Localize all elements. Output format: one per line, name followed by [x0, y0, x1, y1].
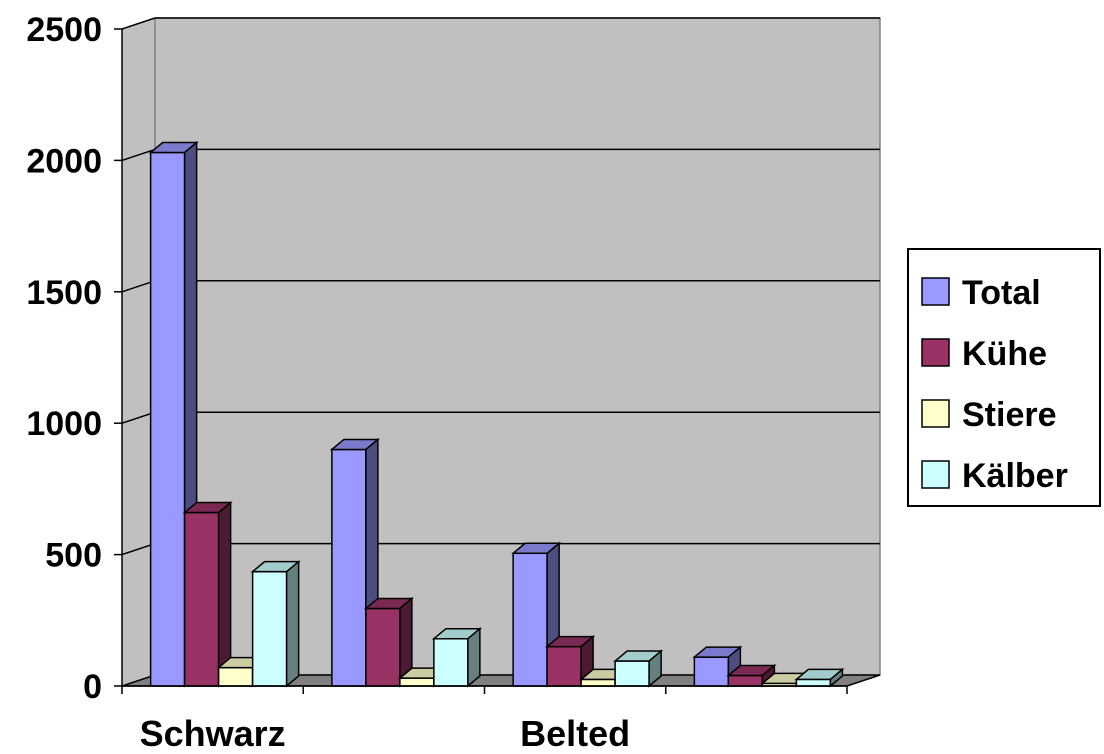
- legend-swatch: [921, 399, 950, 428]
- x-tick-label: Schwarz: [140, 713, 286, 754]
- gridline-side: [121, 17, 156, 30]
- plot-background: [122, 18, 880, 686]
- y-tick-label: 2000: [26, 142, 102, 180]
- legend: Total Kühe Stiere Kälber: [907, 248, 1101, 507]
- legend-label: Kälber: [962, 457, 1068, 495]
- legend-label: Stiere: [962, 396, 1057, 434]
- legend-item: Kühe: [921, 335, 1047, 373]
- gridline-side: [121, 280, 156, 293]
- bars: [148, 140, 845, 688]
- legend-swatch: [921, 338, 950, 367]
- y-tick-label: 1500: [26, 274, 102, 312]
- bar-kälber-0: [250, 560, 301, 688]
- legend-swatch: [921, 277, 950, 306]
- bar-kühe-0: [182, 500, 233, 688]
- bar-total-0: [148, 140, 199, 688]
- bar-kälber-2: [613, 649, 664, 688]
- legend-item: Stiere: [921, 396, 1057, 434]
- gridline-side: [121, 411, 156, 424]
- gridline-side: [121, 542, 156, 556]
- x-tick-label: Belted: [520, 713, 630, 754]
- bar-kühe-1: [363, 596, 414, 688]
- y-tick-label: 500: [45, 537, 102, 575]
- y-tick-label: 0: [83, 668, 102, 706]
- bar-kälber-1: [431, 627, 482, 688]
- legend-item: Kälber: [921, 457, 1068, 495]
- legend-swatch: [921, 460, 950, 489]
- y-tick-label: 2500: [26, 11, 102, 49]
- plot-area: [121, 17, 881, 687]
- legend-label: Kühe: [962, 335, 1047, 373]
- gridline-side: [121, 148, 156, 162]
- legend-item: Total: [921, 274, 1041, 312]
- axes: 0 500 1000 1500 2000 2500 Schwarz Belted: [26, 11, 848, 754]
- bar-kälber-3: [794, 667, 845, 688]
- y-tick-label: 1000: [26, 405, 102, 443]
- legend-label: Total: [962, 274, 1041, 312]
